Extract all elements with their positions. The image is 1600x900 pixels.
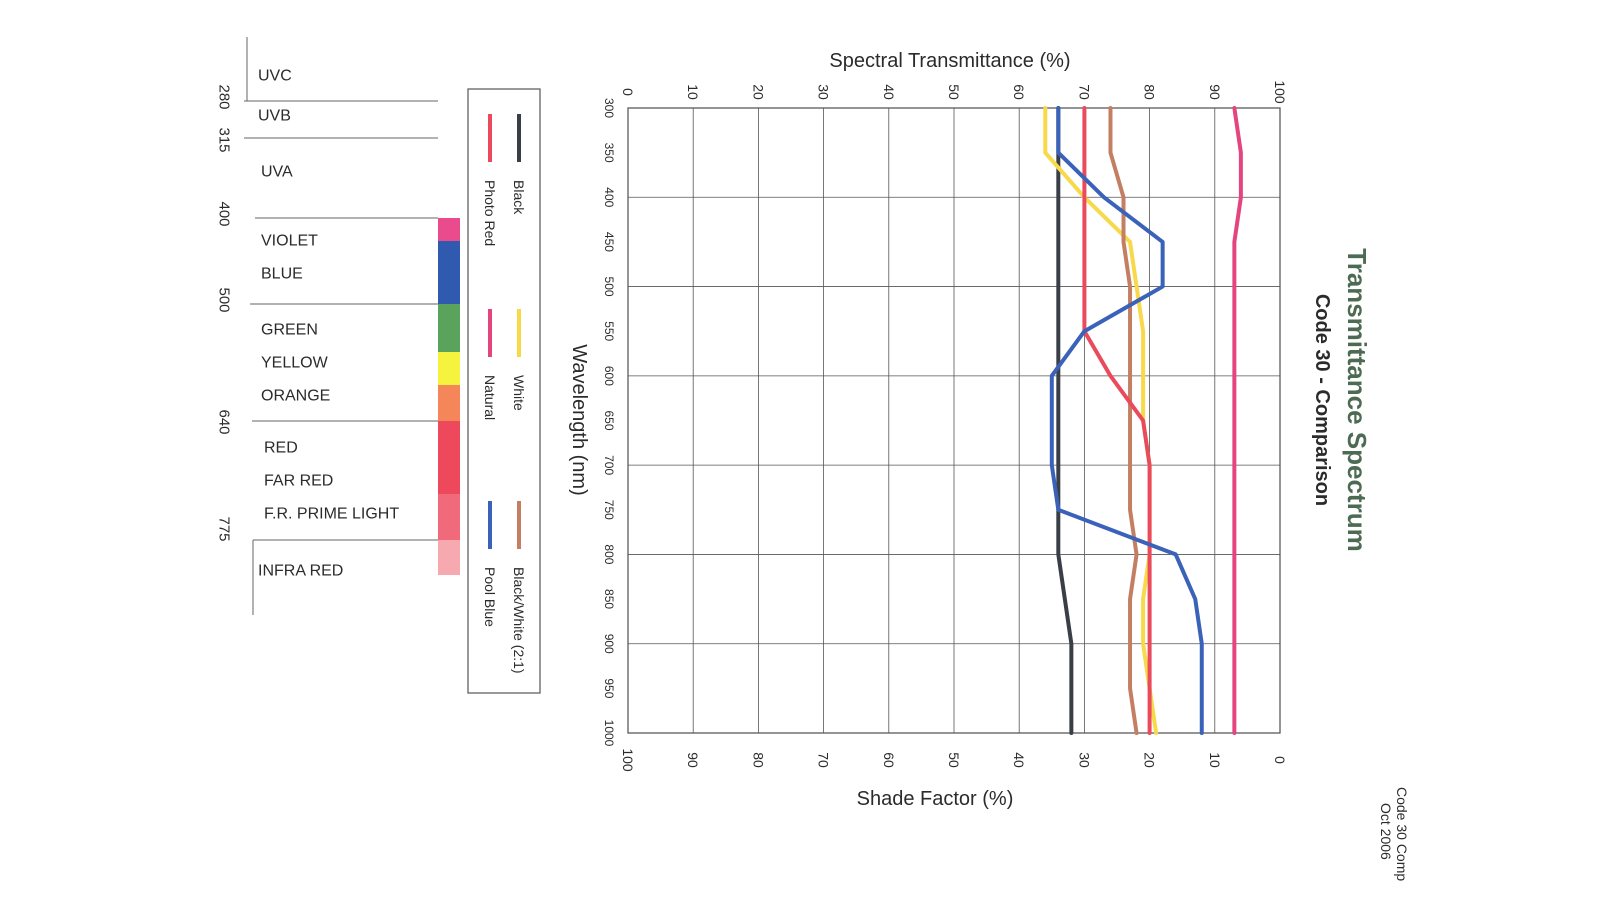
top-tick-label: 0 [620, 88, 636, 96]
band-boundary-number: 280 [216, 84, 233, 109]
series-lines [1043, 106, 1243, 735]
legend-label: Black [511, 180, 527, 215]
wavelength-tick-label: 300 [602, 98, 616, 118]
wavelength-tick-label: 500 [602, 277, 616, 297]
band-boundary-number: 400 [216, 201, 233, 226]
band-label-blue: BLUE [261, 266, 303, 283]
band-color-swatch [438, 421, 460, 457]
footer-line2: Oct 2006 [1378, 803, 1394, 860]
bottom-tick-label: 80 [750, 752, 766, 768]
wavelength-tick-label: 850 [602, 589, 616, 609]
legend-label: Black/White (2:1) [511, 567, 527, 674]
band-color-swatch [438, 457, 460, 494]
top-tick-label: 40 [881, 84, 897, 100]
top-tick-label: 70 [1076, 84, 1092, 100]
band-label-uvb: UVB [258, 108, 291, 125]
wavelength-tick-label: 450 [602, 232, 616, 252]
series-line-black [1056, 106, 1074, 735]
bottom-tick-label: 0 [1272, 756, 1288, 764]
bottom-tick-label: 100 [620, 748, 636, 772]
band-color-swatch [438, 304, 460, 352]
bottom-tick-label: 90 [685, 752, 701, 768]
band-boundary-number: 640 [216, 409, 233, 434]
wavelength-tick-label: 400 [602, 187, 616, 207]
legend-label: Photo Red [482, 180, 498, 246]
top-tick-label: 90 [1207, 84, 1223, 100]
axis-ticks: 0100109020803070406050506040703080209010… [602, 80, 1288, 772]
bottom-tick-label: 50 [946, 752, 962, 768]
legend: Black White Black/White (2:1) Photo Red Natu… [482, 114, 527, 674]
bottom-tick-label: 70 [816, 752, 832, 768]
bottom-tick-label: 10 [1207, 752, 1223, 768]
wavelength-tick-label: 550 [602, 321, 616, 341]
legend-box [467, 88, 541, 694]
band-label-far-red: FAR RED [264, 473, 333, 490]
series-line-pool-blue [1049, 106, 1204, 735]
wavelength-axis-title: Wavelength (nm) [568, 344, 590, 496]
footer-line1: Code 30 Comp [1394, 787, 1410, 881]
bottom-tick-label: 30 [1076, 752, 1092, 768]
wavelength-tick-label: 950 [602, 678, 616, 698]
series-line-natural [1232, 106, 1243, 735]
spectrum-band-panel: UVC UVB UVA VIOLET BLUE GREEN YELLOW ORANGE RED F… [216, 37, 460, 615]
top-axis-title: Spectral Transmittance (%) [829, 50, 1070, 72]
wavelength-tick-label: 750 [602, 500, 616, 520]
band-color-swatch [438, 241, 460, 304]
band-label-orange: ORANGE [261, 388, 330, 405]
bottom-axis-title: Shade Factor (%) [857, 788, 1014, 810]
band-label-yellow: YELLOW [261, 355, 329, 372]
band-label-uvc: UVC [258, 68, 292, 85]
top-tick-label: 50 [946, 84, 962, 100]
wavelength-tick-label: 800 [602, 544, 616, 564]
series-line-black-white-2-1- [1108, 106, 1139, 735]
plot-grid [627, 107, 1281, 734]
bottom-tick-label: 40 [1011, 752, 1027, 768]
band-label-f-r-prime-light: F.R. PRIME LIGHT [264, 506, 399, 523]
top-tick-label: 30 [816, 84, 832, 100]
series-line-photo-red [1082, 106, 1152, 735]
band-color-swatch [438, 218, 460, 241]
band-boundary-number: 315 [216, 127, 233, 152]
chart-subtitle: Code 30 - Comparison [1311, 294, 1333, 506]
chart-title: Transmittance Spectrum [1342, 248, 1372, 551]
band-color-swatch [438, 494, 460, 540]
bottom-tick-label: 60 [881, 752, 897, 768]
band-label-infra-red: INFRA RED [258, 563, 343, 580]
band-label-violet: VIOLET [261, 233, 318, 250]
band-label-green: GREEN [261, 322, 318, 339]
wavelength-tick-label: 700 [602, 455, 616, 475]
top-tick-label: 10 [685, 84, 701, 100]
band-color-swatch [438, 540, 460, 575]
legend-label: White [511, 375, 527, 411]
band-label-red: RED [264, 440, 298, 457]
band-boundary-number: 500 [216, 287, 233, 312]
wavelength-tick-label: 900 [602, 634, 616, 654]
top-tick-label: 20 [750, 84, 766, 100]
wavelength-tick-label: 350 [602, 143, 616, 163]
legend-label: Natural [482, 375, 498, 420]
top-tick-label: 60 [1011, 84, 1027, 100]
band-color-swatch [438, 352, 460, 385]
band-boundary-number: 775 [216, 516, 233, 541]
wavelength-tick-label: 650 [602, 410, 616, 430]
wavelength-tick-label: 600 [602, 366, 616, 386]
top-tick-label: 80 [1142, 84, 1158, 100]
band-label-uva: UVA [261, 164, 293, 181]
top-tick-label: 100 [1272, 80, 1288, 104]
bottom-tick-label: 20 [1142, 752, 1158, 768]
wavelength-tick-label: 1000 [602, 720, 616, 747]
series-line-white [1043, 106, 1159, 735]
legend-label: Pool Blue [482, 567, 498, 627]
band-color-swatch [438, 385, 460, 421]
